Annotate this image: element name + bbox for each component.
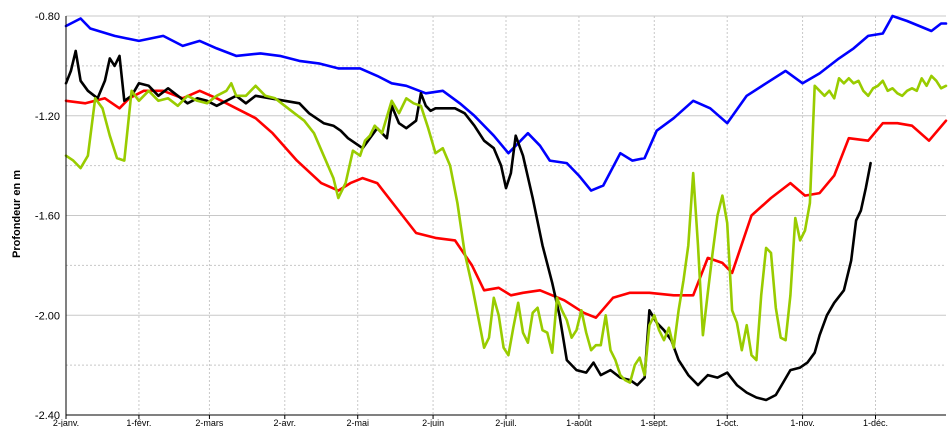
y-tick-label: -0.80	[35, 11, 60, 23]
x-tick-label: 2-juil.	[495, 418, 517, 427]
y-tick-label: -2.40	[35, 410, 60, 422]
y-tick-label: -1.20	[35, 111, 60, 123]
series-line-1	[64, 14, 948, 192]
x-tick-label: 1-oct.	[716, 418, 739, 427]
x-tick-label: 1-nov.	[790, 418, 814, 427]
x-tick-label: 1-août	[566, 418, 592, 427]
x-tick-label: 1-déc.	[863, 418, 888, 427]
x-tick-label: 2-juin	[422, 418, 444, 427]
x-tick-label: 1-févr.	[126, 418, 151, 427]
x-tick-label: 2-mars	[195, 418, 224, 427]
x-tick-label: 2-janv.	[53, 418, 79, 427]
series-lines	[64, 14, 948, 402]
x-tick-label: 2-mai	[346, 418, 369, 427]
x-tick-label: 1-sept.	[641, 418, 669, 427]
x-tick-label: 2-avr.	[274, 418, 297, 427]
axes: -0.80 -1.20 -1.60 -2.00 -2.402-janv. 1-févr. 2…	[35, 11, 946, 427]
y-tick-label: -2.00	[35, 310, 60, 322]
series-line-4	[64, 74, 948, 384]
y-tick-label: -1.60	[35, 211, 60, 223]
